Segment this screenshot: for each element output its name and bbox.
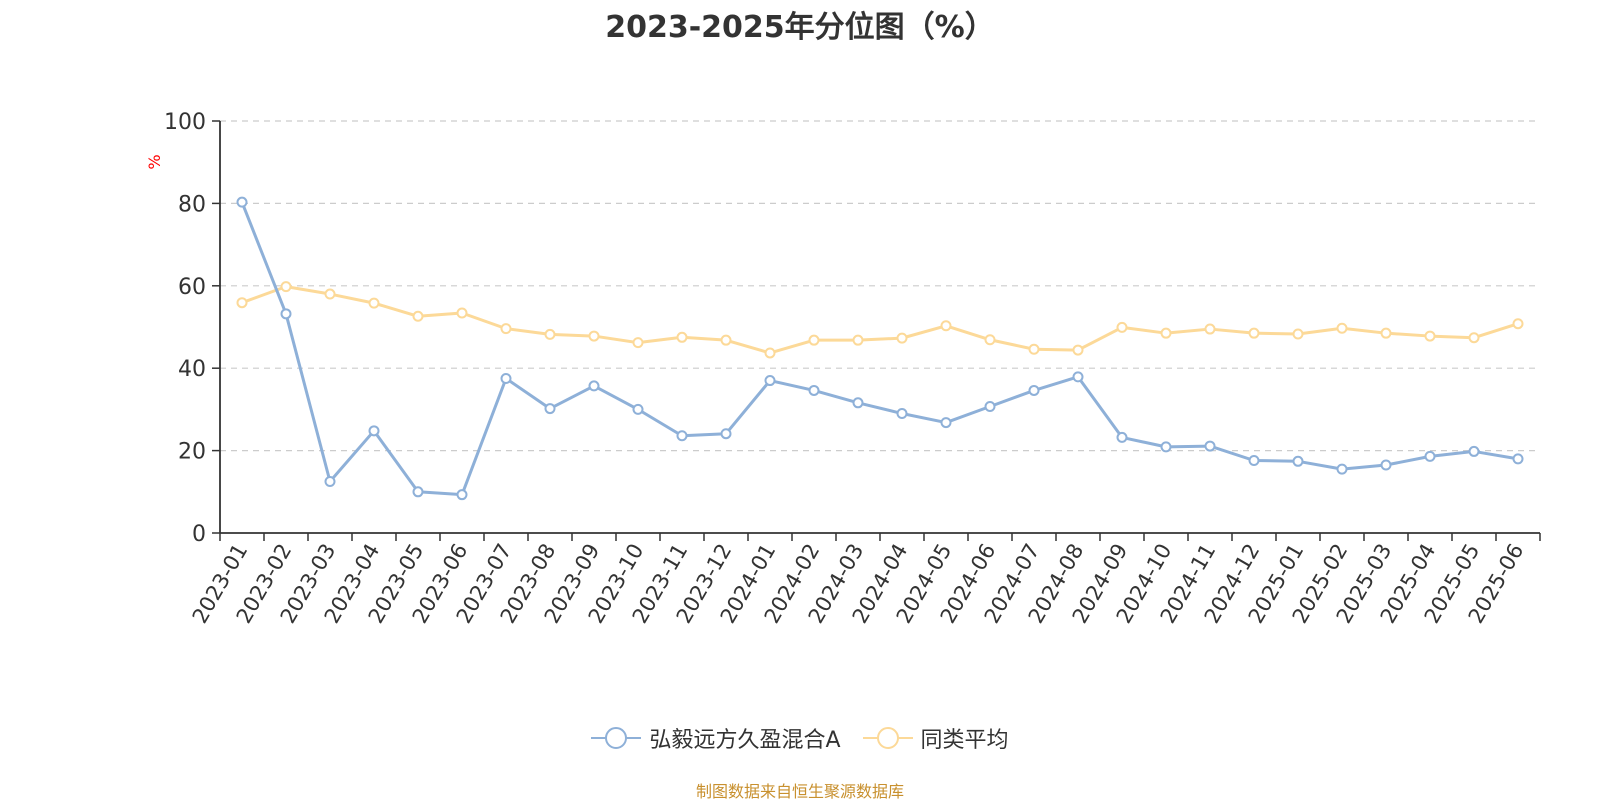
y-axis-label: % bbox=[145, 154, 164, 169]
data-point-1 bbox=[500, 323, 512, 335]
data-point-0 bbox=[676, 430, 688, 442]
data-point-0 bbox=[632, 403, 644, 415]
data-point-1 bbox=[1204, 323, 1216, 335]
data-point-0 bbox=[1160, 441, 1172, 453]
data-point-1 bbox=[1248, 327, 1260, 339]
data-point-0 bbox=[764, 375, 776, 387]
data-point-0 bbox=[852, 397, 864, 409]
data-point-1 bbox=[1292, 328, 1304, 340]
data-point-0 bbox=[368, 425, 380, 437]
data-point-0 bbox=[1424, 450, 1436, 462]
data-point-1 bbox=[1336, 322, 1348, 334]
y-tick-label: 100 bbox=[164, 110, 206, 135]
data-point-0 bbox=[940, 417, 952, 429]
y-tick-label: 0 bbox=[192, 522, 206, 547]
series-line-1 bbox=[241, 285, 1519, 355]
data-point-0 bbox=[984, 401, 996, 413]
legend-item-series-b[interactable]: 同类平均 bbox=[862, 722, 1009, 754]
data-point-1 bbox=[808, 334, 820, 346]
data-point-0 bbox=[456, 489, 468, 501]
data-point-1 bbox=[1468, 332, 1480, 344]
data-point-1 bbox=[1512, 318, 1524, 330]
data-point-0 bbox=[324, 476, 336, 487]
data-point-0 bbox=[1512, 453, 1524, 465]
data-point-1 bbox=[764, 347, 776, 359]
legend-label-series-b: 同类平均 bbox=[920, 728, 1009, 753]
data-point-0 bbox=[412, 486, 424, 498]
data-point-1 bbox=[368, 297, 380, 309]
data-point-0 bbox=[808, 384, 820, 396]
data-point-1 bbox=[852, 334, 864, 346]
data-point-0 bbox=[588, 380, 600, 392]
source-note: 制图数据来自恒生聚源数据库 bbox=[695, 782, 904, 801]
chart-title: 2023-2025年分位图（%） bbox=[605, 10, 995, 45]
data-point-1 bbox=[896, 332, 908, 344]
data-point-1 bbox=[1424, 330, 1436, 342]
series-layer bbox=[236, 196, 1524, 501]
y-tick-label: 40 bbox=[178, 357, 206, 382]
series-line-0 bbox=[240, 201, 1519, 497]
line-chart: 0204060801002023-012023-022023-032023-04… bbox=[145, 110, 1541, 627]
legend-label-series-a: 弘毅远方久盈混合A bbox=[649, 728, 841, 753]
data-point-1 bbox=[324, 288, 336, 300]
data-point-0 bbox=[1028, 384, 1040, 396]
data-point-1 bbox=[1380, 327, 1392, 339]
legend: 弘毅远方久盈混合A 同类平均 bbox=[0, 718, 1600, 758]
legend-marker-series-a bbox=[591, 727, 642, 749]
data-point-1 bbox=[1028, 343, 1040, 355]
data-point-0 bbox=[896, 408, 908, 420]
data-point-0 bbox=[236, 196, 248, 208]
data-point-0 bbox=[1248, 454, 1260, 466]
data-point-1 bbox=[940, 320, 952, 332]
data-point-0 bbox=[1336, 463, 1348, 475]
data-point-0 bbox=[1072, 371, 1084, 383]
data-point-1 bbox=[1160, 327, 1172, 339]
data-point-0 bbox=[1468, 445, 1480, 457]
data-point-1 bbox=[544, 328, 556, 340]
data-point-0 bbox=[280, 308, 292, 320]
data-point-0 bbox=[1380, 459, 1392, 471]
data-point-1 bbox=[720, 334, 732, 346]
data-point-1 bbox=[236, 297, 248, 309]
data-point-0 bbox=[544, 403, 556, 415]
data-point-1 bbox=[1116, 321, 1128, 333]
legend-marker-series-b bbox=[862, 727, 913, 749]
legend-item-series-a[interactable]: 弘毅远方久盈混合A bbox=[591, 722, 841, 754]
y-tick-label: 60 bbox=[178, 275, 206, 300]
y-tick-label: 80 bbox=[178, 192, 206, 217]
y-tick-label: 20 bbox=[178, 440, 206, 465]
data-point-0 bbox=[1204, 440, 1216, 452]
data-point-0 bbox=[500, 373, 512, 384]
data-point-1 bbox=[456, 307, 468, 319]
data-point-1 bbox=[1072, 344, 1084, 356]
data-point-1 bbox=[984, 334, 996, 346]
data-point-1 bbox=[588, 330, 600, 342]
data-point-1 bbox=[632, 337, 644, 349]
grid-layer bbox=[220, 120, 1540, 452]
data-point-0 bbox=[1116, 431, 1128, 443]
data-point-1 bbox=[676, 331, 688, 343]
data-point-0 bbox=[1292, 455, 1304, 467]
data-point-1 bbox=[412, 310, 424, 322]
data-point-0 bbox=[720, 428, 732, 440]
data-point-1 bbox=[280, 281, 292, 293]
